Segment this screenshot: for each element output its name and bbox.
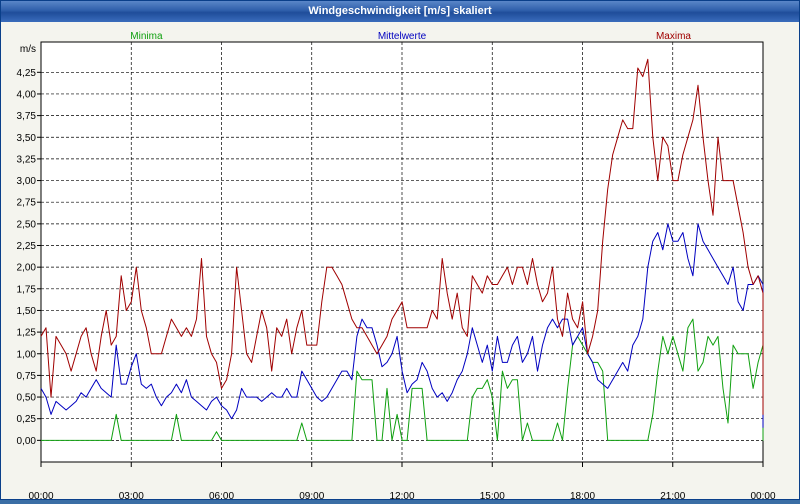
x-tick-time: 18:00 bbox=[570, 491, 595, 499]
y-tick-label: 3,75 bbox=[17, 111, 37, 122]
x-tick-time: 12:00 bbox=[389, 491, 414, 499]
legend-minima: Minima bbox=[130, 31, 163, 42]
x-tick-time: 06:00 bbox=[209, 491, 234, 499]
y-unit-label: m/s bbox=[20, 44, 36, 55]
legend-mittelwerte: Mittelwerte bbox=[378, 31, 427, 42]
y-tick-label: 3,50 bbox=[17, 133, 37, 144]
x-tick-time: 09:00 bbox=[299, 491, 324, 499]
y-tick-label: 2,75 bbox=[17, 198, 37, 209]
y-tick-label: 2,25 bbox=[17, 241, 37, 252]
legend: Minima Mittelwerte Maxima bbox=[130, 31, 691, 42]
legend-maxima: Maxima bbox=[656, 31, 691, 42]
wind-speed-chart: 0,00 0,25 0,50 0,75 1,00 1,25 1,50 1,75 2,00 2,25… bbox=[17, 31, 776, 502]
y-tick-label: 3,25 bbox=[17, 154, 37, 165]
y-tick-label: 1,50 bbox=[17, 306, 37, 317]
x-tick-time: 15:00 bbox=[480, 491, 505, 499]
y-tick-label: 1,25 bbox=[17, 328, 37, 339]
x-tick-time: 21:00 bbox=[660, 491, 685, 499]
x-tick-time: 00:00 bbox=[28, 491, 53, 499]
y-tick-label: 0,50 bbox=[17, 393, 37, 404]
y-tick-label: 4,25 bbox=[17, 68, 37, 79]
y-tick-label: 4,00 bbox=[17, 89, 37, 100]
axes: 0,00 0,25 0,50 0,75 1,00 1,25 1,50 1,75 2,00 2,25… bbox=[17, 68, 776, 502]
y-tick-label: 3,00 bbox=[17, 176, 37, 187]
series-layer bbox=[40, 58, 764, 441]
x-tick-time: 00:00 bbox=[750, 491, 775, 499]
y-tick-label: 2,50 bbox=[17, 219, 37, 230]
y-tick-label: 0,25 bbox=[17, 414, 37, 425]
window-title: Windgeschwindigkeit [m/s] skaliert bbox=[1, 1, 799, 22]
y-tick-label: 0,75 bbox=[17, 371, 37, 382]
y-tick-label: 1,75 bbox=[17, 284, 37, 295]
y-tick-label: 0,00 bbox=[17, 436, 37, 447]
chart-area: 0,00 0,25 0,50 0,75 1,00 1,25 1,50 1,75 2,00 2,25… bbox=[1, 22, 799, 502]
series-minima bbox=[41, 318, 764, 441]
y-tick-label: 2,00 bbox=[17, 263, 37, 274]
y-tick-label: 1,00 bbox=[17, 349, 37, 360]
x-tick-time: 03:00 bbox=[119, 491, 144, 499]
series-maxima bbox=[40, 58, 764, 415]
